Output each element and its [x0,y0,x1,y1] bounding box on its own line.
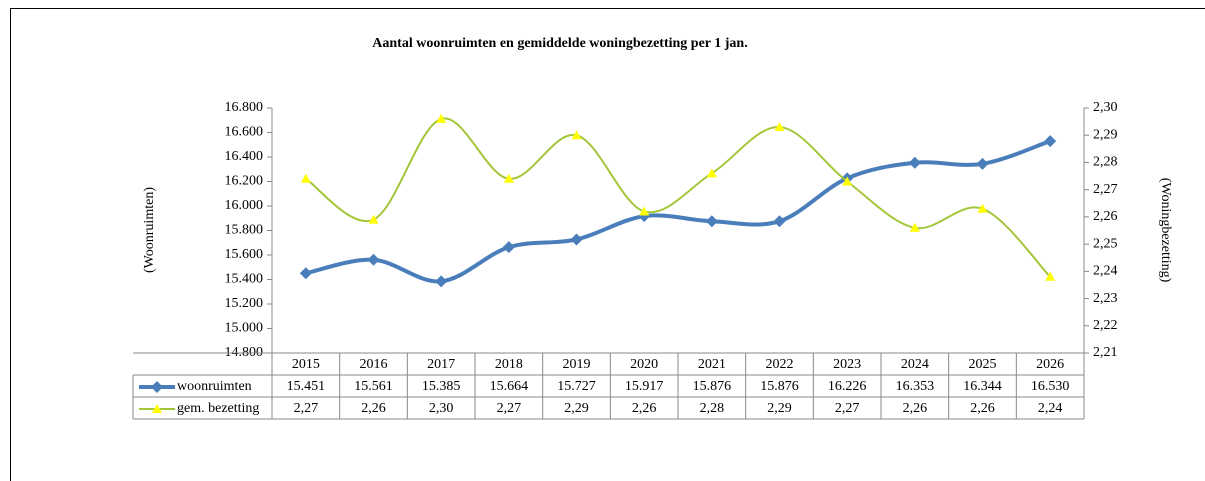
y-tick-label: 15.000 [225,321,264,336]
table-value: 2,26 [632,401,657,416]
table-value: 15.917 [625,379,664,394]
y-tick-label: 16.400 [225,149,264,164]
point [152,404,162,413]
y2-tick-label: 2,24 [1093,264,1118,279]
point [976,157,989,170]
table-value: 2,26 [970,401,995,416]
table-value: 2,26 [903,401,928,416]
y2-tick-label: 2,22 [1093,318,1118,333]
table-value: 2,24 [1038,401,1063,416]
legend-label: gem. bezetting [177,401,259,416]
y2-tick-label: 2,21 [1093,345,1118,360]
point [774,122,785,132]
point [503,173,514,183]
table-value: 15.876 [693,379,732,394]
point [1044,135,1057,148]
table-value: 2,29 [564,401,589,416]
table-value: 2,27 [294,401,319,416]
series-line [305,117,1051,278]
x-tick-label: 2017 [427,357,455,372]
x-tick-label: 2016 [360,357,388,372]
point [705,215,718,228]
table-value: 16.530 [1031,379,1070,394]
table-value: 15.385 [422,379,461,394]
y-tick-label: 15.200 [225,296,264,311]
y-tick-label: 15.400 [225,272,264,287]
point [773,215,786,228]
x-tick-label: 2019 [563,357,591,372]
x-tick-label: 2026 [1036,357,1064,372]
y-axis-label: (Woonruimten) [142,187,157,273]
table-value: 15.451 [287,379,326,394]
y-tick-label: 16.200 [225,174,264,189]
table-value: 2,27 [835,401,860,416]
x-tick-label: 2024 [901,357,929,372]
legend-label: woonruimten [177,379,252,394]
table-value: 16.226 [828,379,867,394]
point [502,241,515,254]
point [1045,271,1056,281]
table-value: 15.727 [557,379,596,394]
x-tick-label: 2021 [698,357,726,372]
point [151,381,163,393]
table-value: 2,26 [361,401,386,416]
point [639,206,650,216]
y2-tick-label: 2,29 [1093,127,1118,142]
y-tick-label: 16.000 [225,198,264,213]
y2-tick-label: 2,26 [1093,209,1118,224]
frame [10,8,1205,481]
y-tick-label: 15.800 [225,223,264,238]
point [300,173,311,183]
table-value: 15.561 [354,379,393,394]
point [908,156,921,169]
y2-tick-label: 2,28 [1093,155,1118,170]
table-value: 2,27 [497,401,522,416]
table-value: 2,28 [700,401,725,416]
point [909,222,920,232]
point [977,203,988,213]
point [706,168,717,178]
x-tick-label: 2022 [766,357,794,372]
x-tick-label: 2015 [292,357,320,372]
x-tick-label: 2018 [495,357,523,372]
y2-tick-label: 2,30 [1093,100,1118,115]
y2-tick-label: 2,25 [1093,236,1118,251]
y2-tick-label: 2,23 [1093,291,1118,306]
table-value: 2,30 [429,401,454,416]
table-value: 16.344 [963,379,1002,394]
x-tick-label: 2020 [630,357,658,372]
x-tick-label: 2025 [969,357,997,372]
table-value: 15.664 [490,379,529,394]
y2-tick-label: 2,27 [1093,182,1118,197]
point [368,214,379,224]
table-value: 15.876 [760,379,799,394]
y-tick-label: 15.600 [225,247,264,262]
chart-title: Aantal woonruimten en gemiddelde woningb… [372,36,747,51]
point [299,267,312,280]
point [842,176,853,186]
point [367,253,380,266]
y-tick-label: 16.800 [225,100,264,115]
table-value: 16.353 [896,379,935,394]
table-value: 2,29 [767,401,792,416]
point [435,275,448,288]
point [570,233,583,246]
y2-axis-label: (Woningbezetting) [1158,178,1173,283]
series-line [305,139,1051,284]
point [436,113,447,123]
point [571,130,582,140]
x-tick-label: 2023 [833,357,861,372]
y-tick-label: 16.600 [225,125,264,140]
